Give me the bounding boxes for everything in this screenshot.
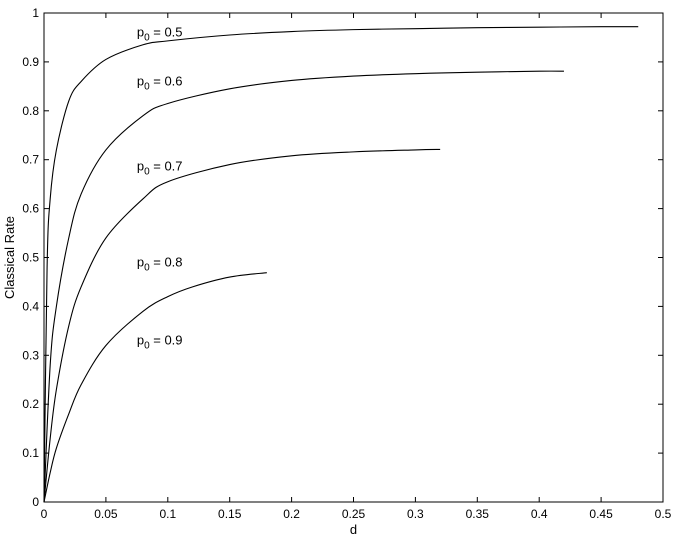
curve-labels: p0 = 0.5p0 = 0.6p0 = 0.7p0 = 0.8p0 = 0.9: [137, 24, 183, 351]
y-tick-label: 0.6: [22, 202, 39, 216]
x-tick-label: 0.45: [589, 507, 613, 521]
curves: [43, 26, 639, 503]
y-tick-label: 0.1: [22, 446, 39, 460]
series-line-1: [43, 70, 564, 503]
curve-label-0: p0 = 0.5: [137, 24, 183, 43]
x-tick-label: 0: [41, 507, 48, 521]
y-tick-label: 0.4: [22, 299, 39, 313]
curve-label-3: p0 = 0.8: [137, 254, 183, 273]
curve-label-2: p0 = 0.7: [137, 158, 183, 177]
y-axis-label: Classical Rate: [2, 216, 17, 299]
curve-label-sub: 0: [144, 32, 150, 43]
x-tick-label: 0.05: [94, 507, 118, 521]
curve-label-sub: 0: [144, 166, 150, 177]
series-line-2: [43, 148, 441, 503]
curve-label-rest: = 0.5: [150, 24, 183, 39]
y-tick-label: 0.7: [22, 153, 39, 167]
series-line-0: [43, 26, 639, 503]
curve-label-main: p: [137, 24, 144, 39]
curve-label-sub: 0: [144, 341, 150, 352]
curve-label-main: p: [137, 73, 144, 88]
curve-label-rest: = 0.6: [150, 73, 183, 88]
x-tick-label: 0.25: [342, 507, 366, 521]
ticks: 0 0.05 0.1 0.15 0.2 0.25 0.3 0.35 0.4 0.45 0.5 0 0.1…: [22, 6, 671, 521]
x-tick-label: 0.2: [283, 507, 300, 521]
curve-label-sub: 0: [144, 262, 150, 273]
x-tick-label: 0.5: [655, 507, 672, 521]
x-tick-label: 0.35: [466, 507, 490, 521]
curve-label-rest: = 0.8: [150, 254, 183, 269]
y-tick-label: 0.2: [22, 397, 39, 411]
x-tick-label: 0.1: [159, 507, 176, 521]
curve-label-rest: = 0.7: [150, 158, 183, 173]
curve-label-rest: = 0.9: [150, 333, 183, 348]
y-tick-label: 0.5: [22, 251, 39, 265]
y-tick-label: 0: [32, 495, 39, 509]
x-tick-label: 0.4: [531, 507, 548, 521]
x-axis-label: d: [350, 522, 357, 537]
curve-label-4: p0 = 0.9: [137, 333, 183, 352]
curve-label-main: p: [137, 333, 144, 348]
y-tick-label: 0.3: [22, 348, 39, 362]
y-tick-label: 0.8: [22, 104, 39, 118]
curve-label-main: p: [137, 254, 144, 269]
y-tick-label: 1: [32, 6, 39, 20]
series-line-3: [43, 272, 267, 503]
curve-label-1: p0 = 0.6: [137, 73, 183, 92]
curve-label-sub: 0: [144, 81, 150, 92]
x-tick-label: 0.15: [218, 507, 242, 521]
y-tick-label: 0.9: [22, 55, 39, 69]
curve-label-main: p: [137, 158, 144, 173]
x-tick-label: 0.3: [407, 507, 424, 521]
